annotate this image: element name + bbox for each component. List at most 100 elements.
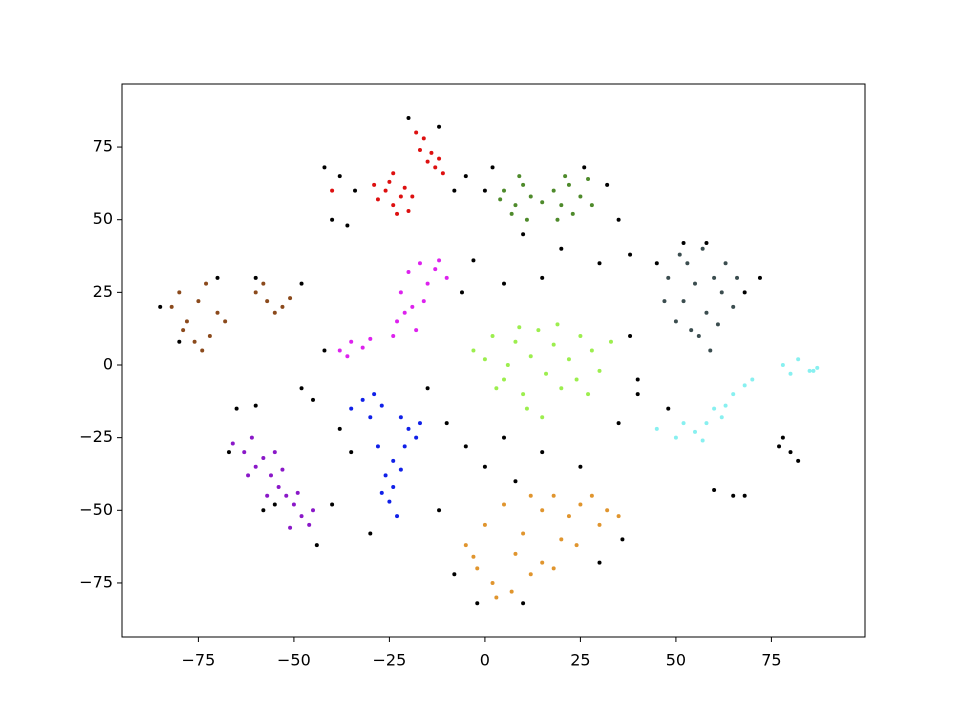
point	[742, 493, 747, 498]
point	[395, 514, 400, 519]
point	[311, 508, 316, 513]
point	[677, 252, 682, 257]
point	[463, 174, 468, 179]
x-tick-label: 75	[761, 651, 781, 670]
point	[540, 450, 545, 455]
point	[417, 147, 422, 152]
x-tick-label: 0	[480, 651, 490, 670]
point	[582, 165, 587, 170]
point	[628, 333, 633, 338]
point	[700, 438, 705, 443]
point	[177, 290, 182, 295]
point	[693, 281, 698, 286]
point	[551, 566, 556, 571]
point	[368, 415, 373, 420]
point	[807, 368, 812, 373]
point	[681, 421, 686, 426]
point	[811, 368, 816, 373]
point	[375, 444, 380, 449]
point	[490, 165, 495, 170]
point	[337, 426, 342, 431]
point	[528, 572, 533, 577]
point	[715, 322, 720, 327]
point	[788, 450, 793, 455]
point	[417, 421, 422, 426]
point	[322, 348, 327, 353]
x-tick-label: 25	[570, 651, 590, 670]
point	[780, 435, 785, 440]
point	[360, 397, 365, 402]
point	[425, 159, 430, 164]
point	[372, 182, 377, 187]
point	[414, 130, 419, 135]
point	[742, 383, 747, 388]
point	[566, 514, 571, 519]
point	[559, 203, 564, 208]
point	[379, 490, 384, 495]
point	[605, 508, 610, 513]
point	[780, 363, 785, 368]
point	[268, 473, 273, 478]
point	[578, 194, 583, 199]
point	[536, 328, 541, 333]
point	[578, 464, 583, 469]
point	[513, 551, 518, 556]
point	[578, 502, 583, 507]
point	[410, 304, 415, 309]
point	[345, 223, 350, 228]
point	[337, 348, 342, 353]
point	[471, 348, 476, 353]
point	[234, 406, 239, 411]
point	[796, 458, 801, 463]
point	[414, 435, 419, 440]
point	[513, 479, 518, 484]
point	[513, 203, 518, 208]
point	[566, 182, 571, 187]
point	[402, 444, 407, 449]
point	[372, 392, 377, 397]
point	[578, 333, 583, 338]
point	[708, 348, 713, 353]
point	[616, 514, 621, 519]
point	[502, 281, 507, 286]
point	[502, 188, 507, 193]
point	[280, 304, 285, 309]
point	[253, 403, 258, 408]
point	[482, 357, 487, 362]
point	[379, 403, 384, 408]
point	[387, 499, 392, 504]
point	[719, 290, 724, 295]
point	[261, 455, 266, 460]
point	[276, 485, 281, 490]
point	[563, 174, 568, 179]
point	[226, 450, 231, 455]
point	[184, 319, 189, 324]
point	[681, 299, 686, 304]
point	[666, 406, 671, 411]
point	[398, 467, 403, 472]
y-tick-label: 50	[93, 209, 113, 228]
point	[181, 328, 186, 333]
point	[395, 211, 400, 216]
point	[463, 444, 468, 449]
point	[406, 270, 411, 275]
point	[463, 543, 468, 548]
point	[265, 493, 270, 498]
point	[696, 333, 701, 338]
point	[502, 435, 507, 440]
point	[314, 543, 319, 548]
point	[750, 377, 755, 382]
point	[425, 281, 430, 286]
point	[513, 339, 518, 344]
point	[368, 531, 373, 536]
point	[437, 258, 442, 263]
point	[383, 188, 388, 193]
point	[398, 415, 403, 420]
point	[169, 304, 174, 309]
point	[261, 281, 266, 286]
point	[635, 377, 640, 382]
point	[490, 333, 495, 338]
point	[391, 333, 396, 338]
point	[406, 426, 411, 431]
